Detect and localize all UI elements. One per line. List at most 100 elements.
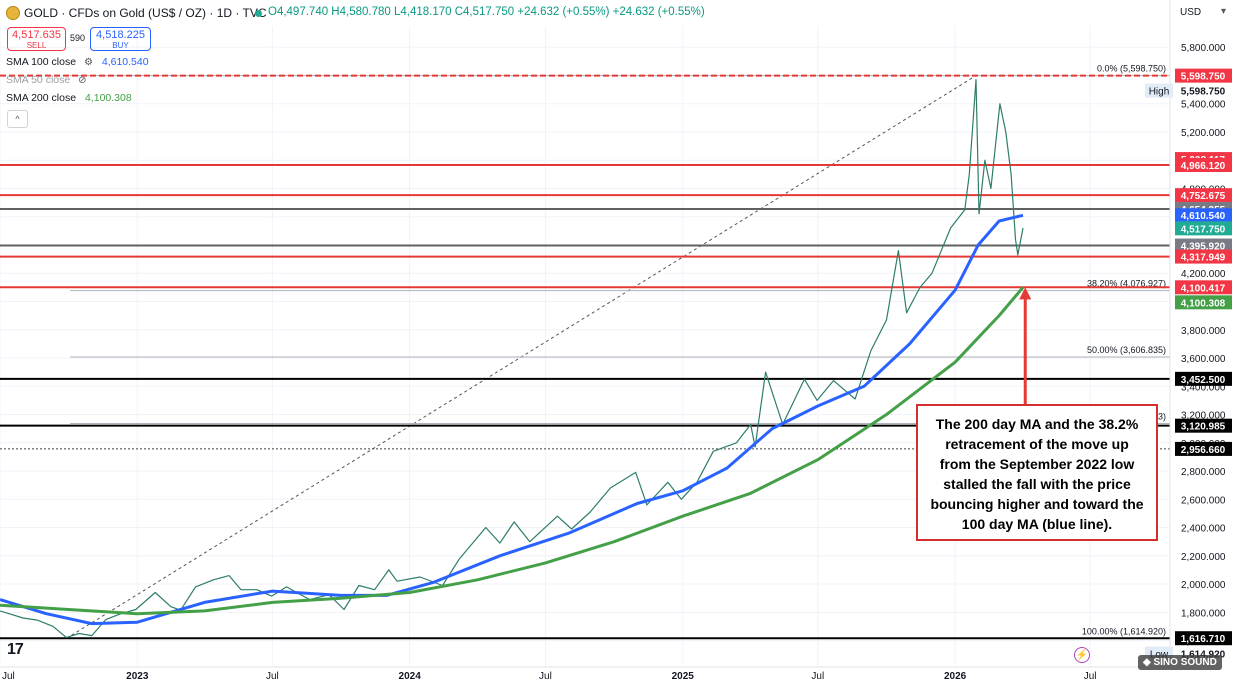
price-label-text: 4,395.920 <box>1181 242 1226 253</box>
price-label-bg <box>1175 221 1232 236</box>
price-label: 4,966.120 <box>1175 158 1232 173</box>
price-label-bg <box>1175 631 1232 646</box>
price-label-text: 4,317.949 <box>1181 253 1226 264</box>
price-label-text: 4,752.675 <box>1181 191 1226 202</box>
chevron-up-icon: ^ <box>15 114 20 124</box>
time-tick-label: 2025 <box>672 671 695 682</box>
settings-icon[interactable]: ⚙ <box>83 57 93 68</box>
series-line-sma-100-close <box>0 213 1024 626</box>
price-label-text: 4,966.120 <box>1181 161 1226 172</box>
indicator-value: 4,100.308 <box>84 92 132 104</box>
indicator-label: SMA 200 close <box>6 92 77 104</box>
fib-level-label: 0.0% (5,598.750) <box>1097 64 1166 74</box>
price-tick-label: 3,600.000 <box>1181 354 1226 365</box>
annotation-box: The 200 day MA and the 38.2% retracement… <box>916 404 1158 541</box>
price-label: 4,395.920 <box>1175 238 1232 253</box>
price-label-text: 4,610.540 <box>1181 211 1226 222</box>
price-label-text: 3,452.500 <box>1181 375 1226 386</box>
currency-label: USD <box>1180 7 1202 18</box>
price-tag-text: High <box>1149 87 1170 98</box>
annotation-arrow-head <box>1019 287 1032 300</box>
series-line-sma-200-close <box>0 286 1025 616</box>
price-label-bg <box>1175 83 1232 98</box>
collapse-legend-button[interactable]: ^ <box>7 110 28 128</box>
symbol-title[interactable]: GOLD · CFDs on Gold (US$ / OZ) · 1D · TV… <box>24 6 267 20</box>
symbol-header: GOLD · CFDs on Gold (US$ / OZ) · 1D · TV… <box>0 0 1170 26</box>
time-tick-label: 2026 <box>944 671 967 682</box>
price-tick-label: 3,200.000 <box>1181 411 1226 422</box>
price-tick-label: 2,600.000 <box>1181 495 1226 506</box>
price-label: 3,120.985 <box>1175 418 1232 433</box>
indicator-sma200[interactable]: SMA 200 close 4,100.308 <box>6 92 132 104</box>
price-label: 5,598.750 High <box>1145 83 1232 98</box>
price-tick-label: 2,800.000 <box>1181 467 1226 478</box>
indicator-sma100[interactable]: SMA 100 close ⚙ 4,610.540 <box>6 56 149 68</box>
eye-off-icon[interactable]: ⊘ <box>78 75 87 86</box>
indicator-sma50[interactable]: SMA 50 close ⊘ <box>6 74 87 86</box>
price-label-bg <box>1175 441 1232 456</box>
price-label-bg <box>1175 371 1232 386</box>
price-tick-label: 5,200.000 <box>1181 128 1226 139</box>
price-label-text: 5,598.750 <box>1181 72 1226 83</box>
price-label: 3,452.500 <box>1175 371 1232 386</box>
price-tick-label: 5,800.000 <box>1181 43 1226 54</box>
price-label-bg <box>1175 68 1232 83</box>
time-axis-background <box>0 667 1235 687</box>
price-label: 4,610.540 <box>1175 208 1232 223</box>
price-label: 4,317.949 <box>1175 249 1232 264</box>
indicator-label: SMA 50 close <box>6 74 71 86</box>
price-label-text: 3,120.985 <box>1181 422 1226 433</box>
price-tick-label: 2,000.000 <box>1181 580 1226 591</box>
fib-level-label: 100.00% (1,614.920) <box>1082 626 1166 636</box>
sell-label: SELL <box>26 41 47 50</box>
price-tick-label: 3,400.000 <box>1181 382 1226 393</box>
price-label-bg <box>1175 418 1232 433</box>
price-label-bg <box>1175 249 1232 264</box>
indicator-label: SMA 100 close <box>6 56 77 68</box>
price-label-text: 1,614.920 <box>1181 649 1226 660</box>
price-label: 4,100.417 <box>1175 280 1232 295</box>
buy-price: 4,518.225 <box>96 29 145 41</box>
price-tick-label: 2,200.000 <box>1181 552 1226 563</box>
gold-symbol-icon <box>6 6 20 20</box>
price-tick-label: 4,200.000 <box>1181 269 1226 280</box>
spread-value: 590 <box>70 33 86 43</box>
price-label-text: 4,517.750 <box>1181 224 1226 235</box>
market-status-icon <box>255 10 262 17</box>
price-tag-bg <box>1145 83 1173 98</box>
price-label-bg <box>1175 208 1232 223</box>
currency-selector[interactable]: USD ▾ <box>1172 2 1234 24</box>
go-to-realtime-icon[interactable]: ⚡ <box>1074 647 1090 663</box>
time-tick-label: Jul <box>811 671 824 682</box>
price-label-text: 5,598.750 <box>1181 87 1226 98</box>
time-tick-label: 2023 <box>126 671 149 682</box>
price-axis-background <box>1170 0 1235 687</box>
fib-level-label: 50.00% (3,606.835) <box>1087 345 1166 355</box>
ohlc-readout: O4,497.740 H4,580.780 L4,418.170 C4,517.… <box>268 6 705 18</box>
price-label-bg <box>1175 158 1232 173</box>
price-label: 4,100.308 <box>1175 295 1232 310</box>
price-label-text: 4,100.417 <box>1181 283 1226 294</box>
buy-button[interactable]: 4,518.225 BUY <box>90 27 151 51</box>
series-line-gold <box>0 79 1024 639</box>
fib-level-label: 38.20% (4,076.927) <box>1087 279 1166 289</box>
price-label-text: 1,616.710 <box>1181 634 1226 645</box>
price-label: 1,616.710 <box>1175 631 1232 646</box>
price-tick-label: 2,400.000 <box>1181 524 1226 535</box>
price-label-bg <box>1175 238 1232 253</box>
price-label: 4,517.750 <box>1175 221 1232 236</box>
price-label: 5,598.750 <box>1175 68 1232 83</box>
time-tick-label: Jul <box>539 671 552 682</box>
chevron-down-icon: ▾ <box>1220 6 1226 17</box>
tradingview-logo-icon[interactable]: 17 <box>7 641 24 658</box>
time-tick-label: Jul <box>266 671 279 682</box>
price-label-bg <box>1175 188 1232 203</box>
sell-button[interactable]: 4,517.635 SELL <box>7 27 66 51</box>
price-label-text: 2,956.660 <box>1181 445 1226 456</box>
indicator-value: 4,610.540 <box>101 56 149 68</box>
price-tick-label: 3,800.000 <box>1181 326 1226 337</box>
time-tick-label: Jul <box>2 671 15 682</box>
sell-price: 4,517.635 <box>12 29 61 41</box>
